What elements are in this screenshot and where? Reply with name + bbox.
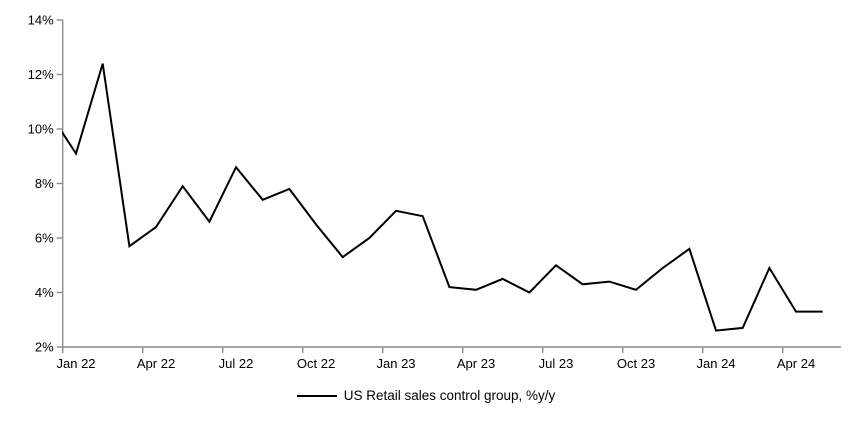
legend-label: US Retail sales control group, %y/y — [343, 388, 556, 403]
x-tick-label: Jan 22 — [57, 356, 96, 371]
x-tick-label: Apr 23 — [457, 356, 495, 371]
chart-svg: 2% 4% 6% 8% 10% 12% 14% Jan 22 Apr 22 Jul 22 Oct … — [28, 13, 841, 371]
x-tick-label: Jan 24 — [697, 356, 736, 371]
legend-line-swatch-icon — [296, 394, 337, 397]
y-tick-label: 12% — [28, 67, 54, 82]
x-tick-label: Oct 22 — [297, 356, 335, 371]
x-tick-label: Jul 22 — [219, 356, 254, 371]
x-tick-label: Apr 24 — [777, 356, 815, 371]
x-tick-label: Apr 22 — [137, 356, 175, 371]
y-tick-label: 2% — [35, 340, 54, 355]
y-tick-label: 10% — [28, 122, 54, 137]
y-tick-label: 4% — [35, 285, 54, 300]
y-axis: 2% 4% 6% 8% 10% 12% 14% — [28, 13, 64, 355]
x-tick-label: Jan 23 — [377, 356, 416, 371]
y-tick-label: 8% — [35, 176, 54, 191]
x-axis: Jan 22 Apr 22 Jul 22 Oct 22 Jan 23 Apr 23 Jul … — [57, 346, 841, 371]
x-tick-label: Oct 23 — [617, 356, 655, 371]
data-series — [62, 63, 823, 332]
y-tick-label: 14% — [28, 13, 54, 28]
legend: US Retail sales control group, %y/y — [0, 388, 852, 403]
y-tick-label: 6% — [35, 231, 54, 246]
x-tick-label: Jul 23 — [539, 356, 574, 371]
data-line — [62, 63, 823, 332]
